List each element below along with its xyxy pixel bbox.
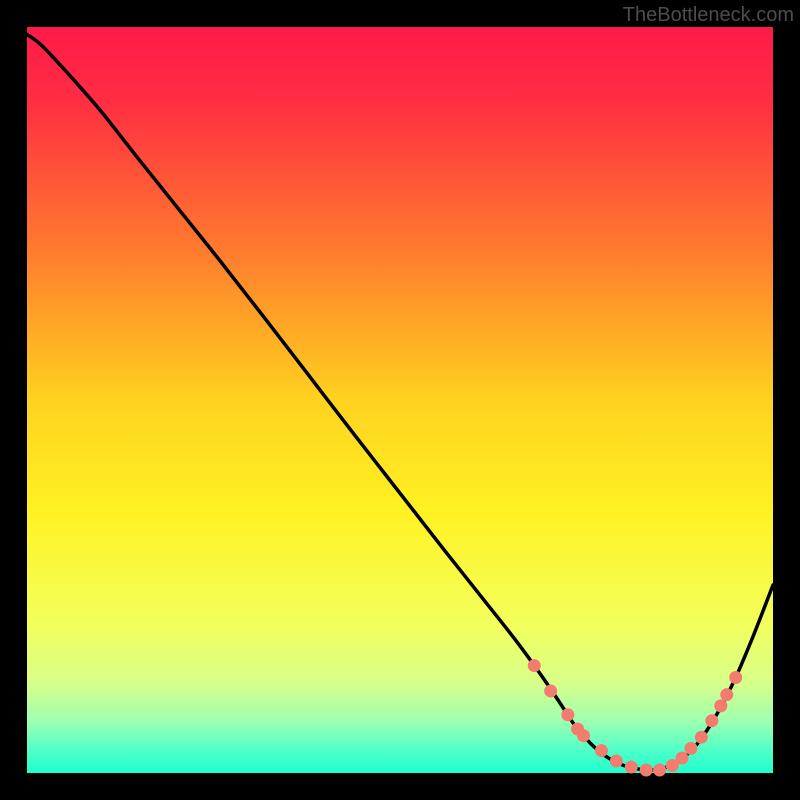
- marker-dot: [714, 699, 727, 712]
- marker-dot: [684, 742, 697, 755]
- watermark-text: TheBottleneck.com: [623, 4, 794, 27]
- marker-dot: [528, 659, 541, 672]
- bottleneck-chart: [0, 0, 800, 800]
- marker-dot: [720, 688, 733, 701]
- plot-background: [27, 27, 773, 773]
- marker-dot: [577, 729, 590, 742]
- marker-dot: [653, 764, 666, 777]
- marker-dot: [610, 755, 623, 768]
- marker-dot: [705, 714, 718, 727]
- marker-dot: [675, 752, 688, 765]
- marker-dot: [595, 744, 608, 757]
- marker-dot: [625, 761, 638, 774]
- marker-dot: [729, 671, 742, 684]
- marker-dot: [561, 708, 574, 721]
- marker-dot: [695, 731, 708, 744]
- marker-dot: [544, 684, 557, 697]
- marker-dot: [640, 764, 653, 777]
